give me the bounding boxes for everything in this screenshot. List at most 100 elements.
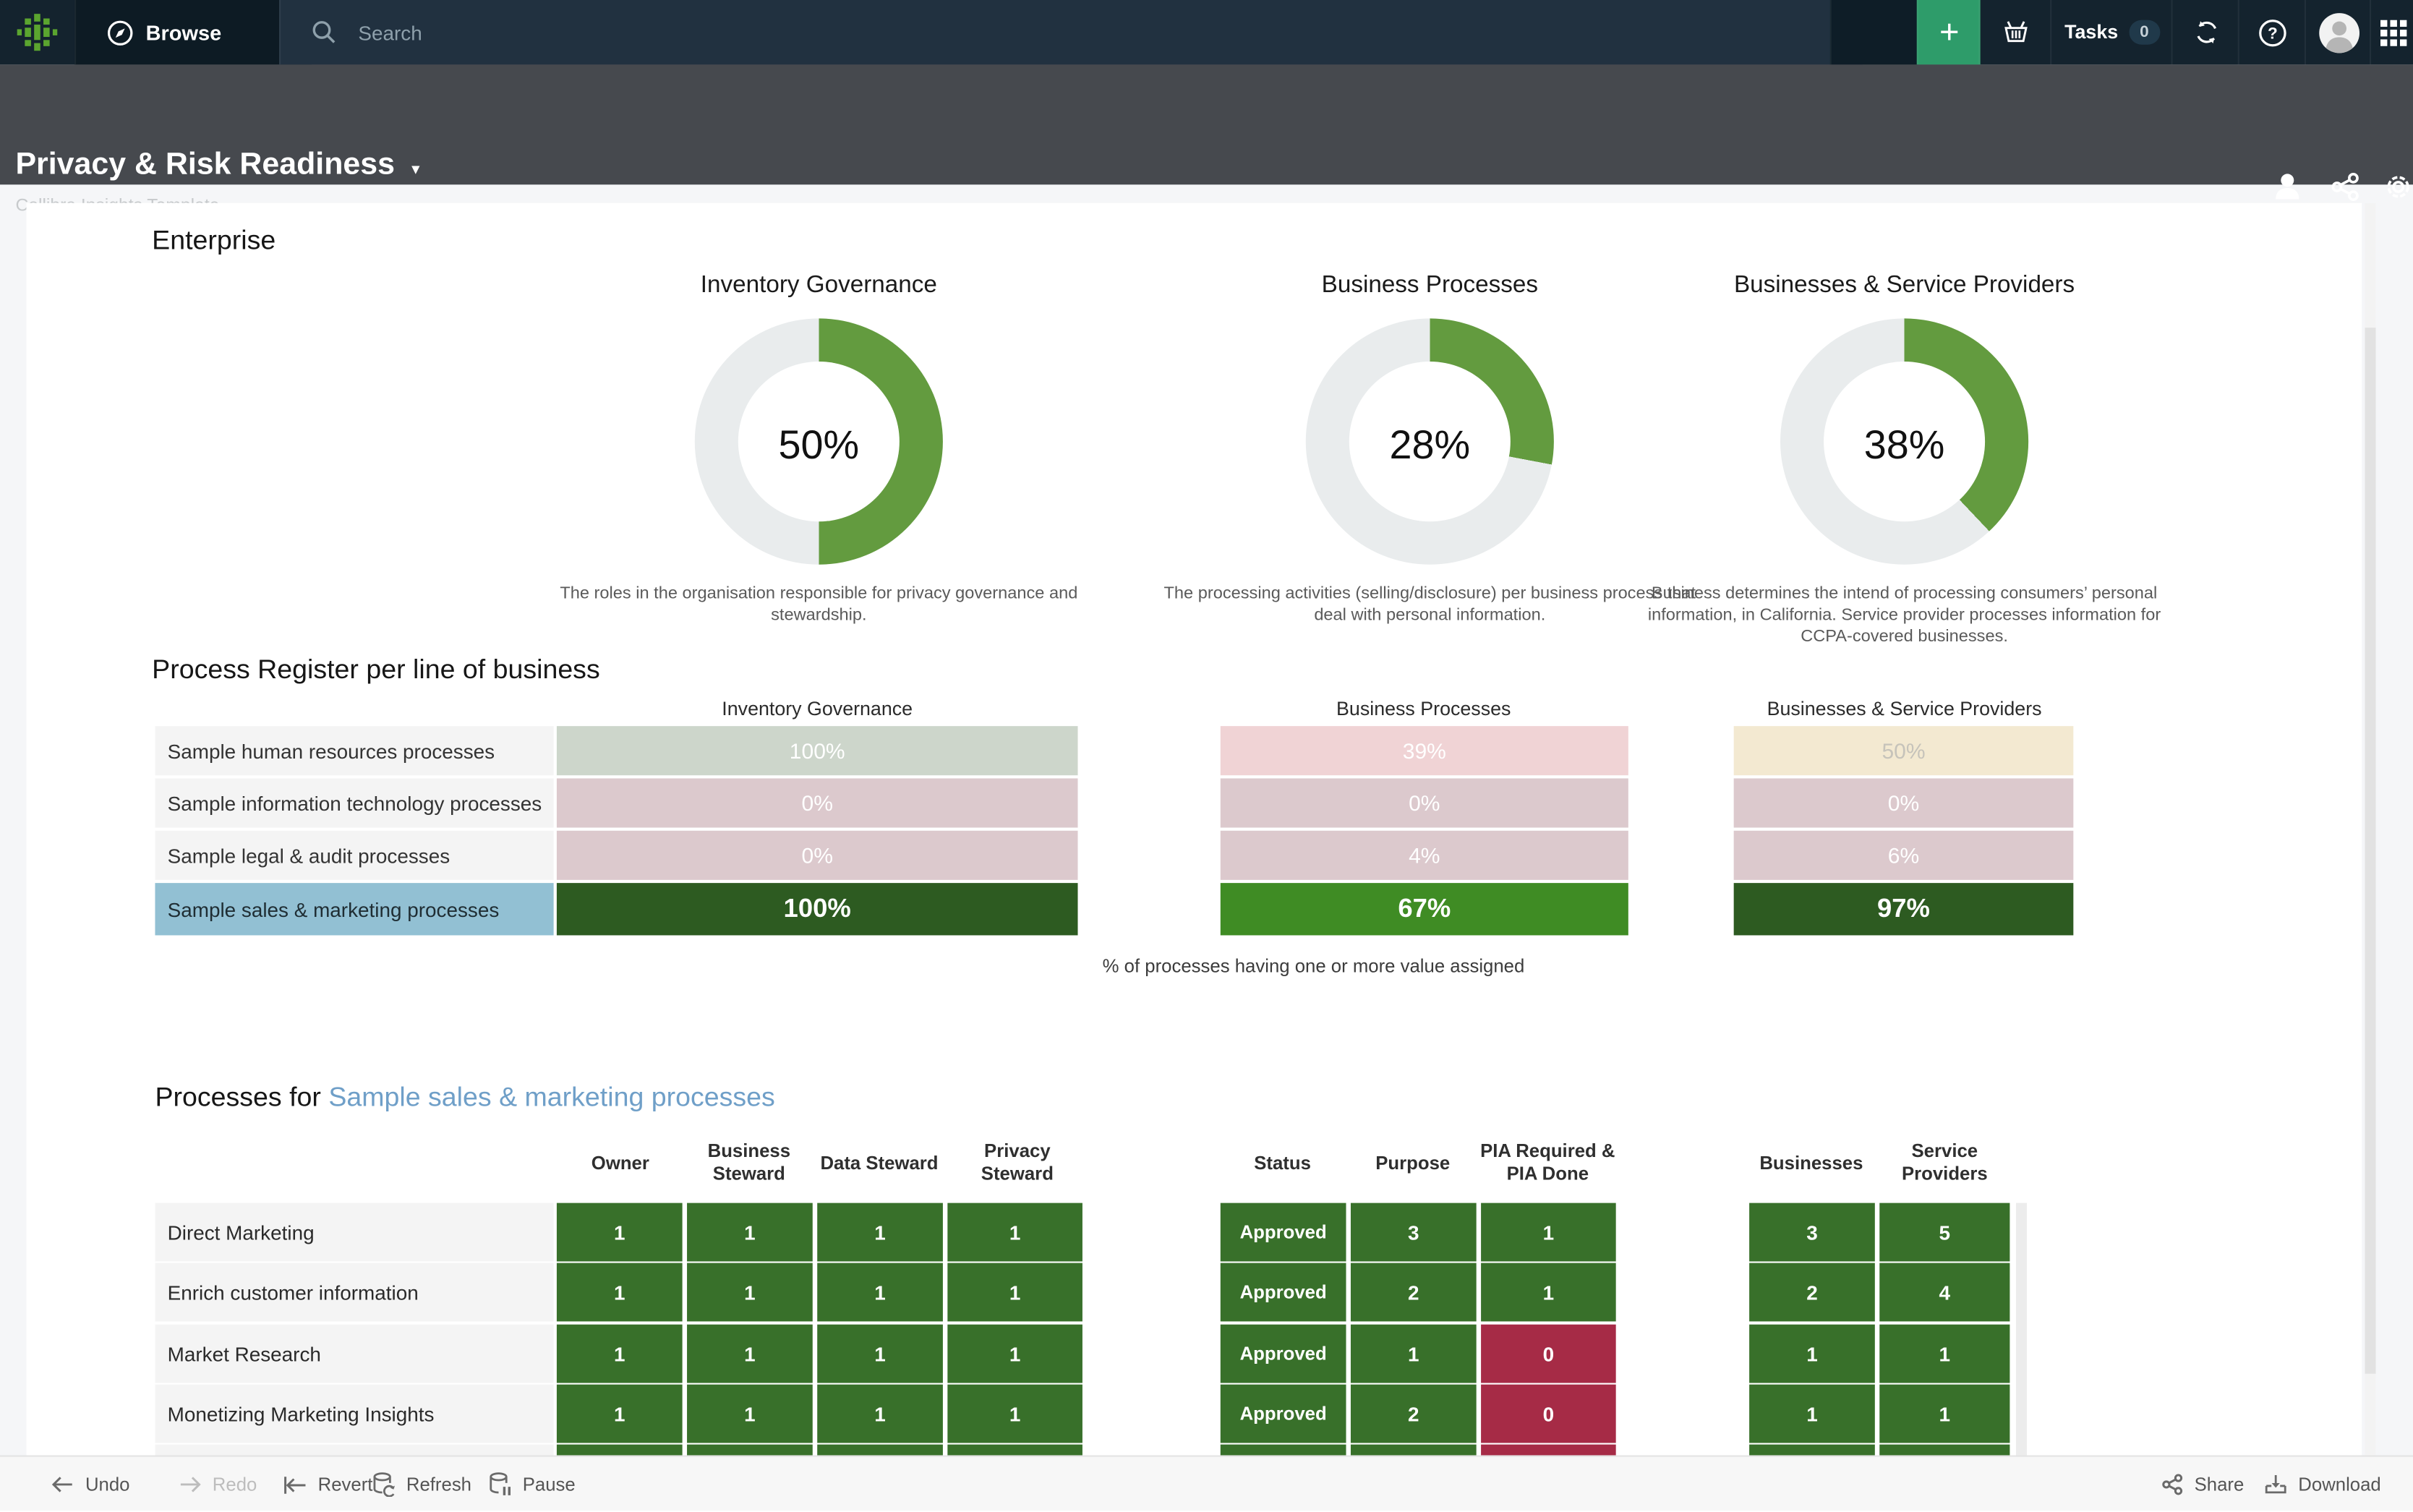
browse-button[interactable]: Browse [74,0,312,65]
process-cell[interactable]: 1 [947,1263,1082,1322]
process-cell[interactable]: 1 [1749,1324,1875,1383]
process-cell[interactable] [1879,1444,2010,1456]
permissions-button[interactable] [2271,169,2305,203]
share-dashboard-button[interactable] [2328,169,2362,203]
process-status-cell[interactable]: Approved [1220,1203,1346,1262]
download-icon [2265,1475,2286,1494]
process-cell[interactable]: 1 [1481,1263,1616,1322]
register-cell[interactable]: 4% [1220,830,1628,880]
process-cell[interactable] [1749,1444,1875,1456]
tasks-label: Tasks [2064,21,2119,43]
collibra-logo[interactable] [0,0,74,64]
avatar-icon [2318,12,2359,53]
process-cell[interactable]: 5 [1879,1203,2010,1262]
register-cell[interactable]: 0% [556,778,1078,828]
register-cell[interactable]: 100% [556,726,1078,776]
redo-button[interactable]: Redo [179,1457,257,1512]
register-cell[interactable]: 0% [556,830,1078,880]
register-row-label[interactable]: Sample human resources processes [155,726,554,776]
share-button[interactable]: Share [2162,1457,2245,1512]
tasks-button[interactable]: Tasks 0 [2050,0,2172,65]
donut-chart-businesses-service-providers[interactable] [1780,318,2029,565]
revert-button[interactable]: Revert [282,1457,372,1512]
process-cell[interactable]: 2 [1350,1263,1477,1322]
donut-chart-business-processes[interactable] [1305,318,1554,565]
process-cell[interactable]: 1 [817,1324,943,1383]
register-row-label-selected[interactable]: Sample sales & marketing processes [155,883,554,936]
process-cell[interactable]: 1 [1481,1203,1616,1262]
register-cell[interactable]: 67% [1220,883,1628,936]
process-cell[interactable] [1481,1444,1616,1456]
donut-chart-inventory-governance[interactable] [694,318,943,565]
process-row-label[interactable] [155,1444,554,1456]
sync-button[interactable] [2171,0,2239,65]
process-cell[interactable]: 2 [1749,1263,1875,1322]
process-cell[interactable]: 1 [947,1203,1082,1262]
process-cell[interactable]: 1 [556,1203,683,1262]
dashboard-title-dropdown[interactable]: Privacy & Risk Readiness ▼ [15,148,422,183]
process-cell[interactable]: 1 [947,1324,1082,1383]
process-cell[interactable]: 1 [817,1263,943,1322]
register-row-label[interactable]: Sample legal & audit processes [155,830,554,880]
process-cell[interactable]: 1 [687,1324,813,1383]
col-header-pia: PIA Required & PIA Done [1480,1140,1615,1185]
revert-icon [284,1476,306,1493]
download-button[interactable]: Download [2264,1457,2381,1512]
register-cell[interactable]: 97% [1733,883,2074,936]
pause-button[interactable]: Pause [489,1457,576,1512]
process-row-label[interactable]: Enrich customer information [155,1263,554,1322]
user-avatar[interactable] [2304,0,2371,65]
share-label: Share [2194,1474,2245,1495]
process-row-label[interactable]: Market Research [155,1324,554,1383]
process-cell[interactable]: 2 [1350,1384,1477,1443]
process-row-label[interactable]: Monetizing Marketing Insights [155,1384,554,1443]
process-cell[interactable]: 1 [556,1263,683,1322]
register-cell[interactable]: 0% [1733,778,2074,828]
register-cell[interactable]: 100% [556,883,1078,936]
page-scrollbar-thumb[interactable] [2365,328,2376,1374]
process-cell[interactable]: 1 [1879,1324,2010,1383]
process-cell[interactable]: 1 [687,1203,813,1262]
register-cell[interactable]: 6% [1733,830,2074,880]
process-cell[interactable] [1220,1444,1346,1456]
process-cell[interactable]: 1 [687,1263,813,1322]
process-cell[interactable]: 1 [1350,1324,1477,1383]
process-cell[interactable] [556,1444,683,1456]
process-cell[interactable]: 1 [687,1384,813,1443]
process-cell[interactable]: 1 [947,1384,1082,1443]
process-status-cell[interactable]: Approved [1220,1263,1346,1322]
process-cell[interactable]: 1 [1879,1384,2010,1443]
process-cell[interactable]: 1 [817,1384,943,1443]
process-cell-zero[interactable]: 0 [1481,1384,1616,1443]
process-cell[interactable] [1350,1444,1477,1456]
process-cell[interactable]: 1 [556,1324,683,1383]
process-cell[interactable]: 1 [817,1203,943,1262]
process-cell[interactable] [947,1444,1082,1456]
table-scrollbar[interactable] [2015,1203,2027,1456]
process-cell[interactable]: 4 [1879,1263,2010,1322]
process-cell[interactable]: 1 [1749,1384,1875,1443]
process-cell-zero[interactable]: 0 [1481,1324,1616,1383]
search-input[interactable]: Search [279,0,1863,65]
process-cell[interactable]: 3 [1350,1203,1477,1262]
register-row-label[interactable]: Sample information technology processes [155,778,554,828]
register-cell[interactable]: 50% [1733,726,2074,776]
process-cell[interactable]: 1 [556,1384,683,1443]
basket-button[interactable] [1978,0,2052,65]
process-cell[interactable]: 3 [1749,1203,1875,1262]
register-cell[interactable]: 0% [1220,778,1628,828]
undo-button[interactable]: Undo [51,1457,129,1512]
apps-grid-button[interactable] [2369,0,2413,65]
process-status-cell[interactable]: Approved [1220,1384,1346,1443]
create-button[interactable]: + [1916,0,1981,65]
processes-heading-link[interactable]: Sample sales & marketing processes [328,1081,775,1113]
col-header-owner: Owner [591,1151,649,1174]
process-row-label[interactable]: Direct Marketing [155,1203,554,1262]
process-status-cell[interactable]: Approved [1220,1324,1346,1383]
settings-button[interactable] [2380,169,2413,203]
refresh-button[interactable]: Refresh [372,1457,471,1512]
register-cell[interactable]: 39% [1220,726,1628,776]
help-button[interactable]: ? [2237,0,2306,65]
process-cell[interactable] [687,1444,813,1456]
process-cell[interactable] [817,1444,943,1456]
